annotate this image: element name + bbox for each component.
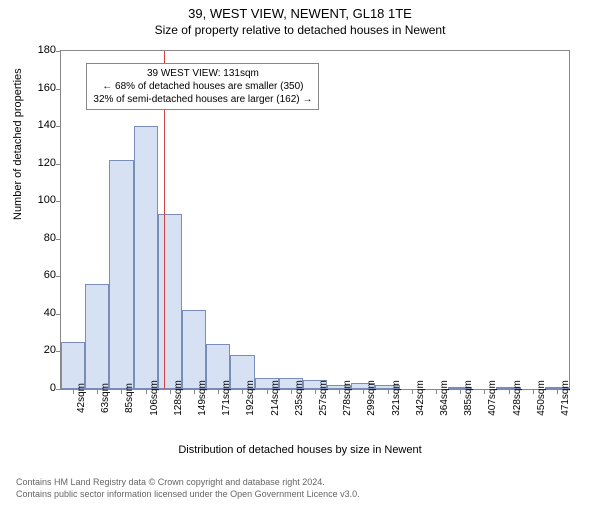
- annotation-line-1: 39 WEST VIEW: 131sqm: [93, 67, 312, 80]
- y-tick-mark: [56, 239, 61, 240]
- histogram-bar: [182, 310, 206, 389]
- y-tick-label: 140: [26, 119, 56, 131]
- y-tick-label: 160: [26, 82, 56, 94]
- x-tick-label: 450sqm: [536, 380, 547, 416]
- y-tick-label: 0: [26, 382, 56, 394]
- x-tick-label: 171sqm: [221, 380, 232, 416]
- x-tick-label: 342sqm: [415, 380, 426, 416]
- histogram-bar: [109, 160, 133, 389]
- x-tick-label: 299sqm: [366, 380, 377, 416]
- x-tick-mark: [363, 389, 364, 394]
- x-tick-mark: [218, 389, 219, 394]
- x-tick-label: 321sqm: [391, 380, 402, 416]
- x-tick-mark: [73, 389, 74, 394]
- x-tick-label: 192sqm: [245, 380, 256, 416]
- y-tick-label: 120: [26, 157, 56, 169]
- y-tick-label: 40: [26, 307, 56, 319]
- chart-title-main: 39, WEST VIEW, NEWENT, GL18 1TE: [0, 6, 600, 21]
- plot-area: 39 WEST VIEW: 131sqm ← 68% of detached h…: [60, 50, 570, 390]
- annotation-box: 39 WEST VIEW: 131sqm ← 68% of detached h…: [86, 63, 319, 110]
- y-tick-label: 20: [26, 344, 56, 356]
- x-tick-label: 149sqm: [197, 380, 208, 416]
- x-tick-mark: [146, 389, 147, 394]
- x-tick-mark: [242, 389, 243, 394]
- x-tick-mark: [509, 389, 510, 394]
- histogram-bar: [61, 342, 85, 389]
- footer-attribution: Contains HM Land Registry data © Crown c…: [16, 476, 360, 500]
- x-tick-label: 85sqm: [124, 383, 135, 413]
- x-tick-label: 106sqm: [149, 380, 160, 416]
- x-tick-label: 128sqm: [173, 380, 184, 416]
- x-tick-mark: [97, 389, 98, 394]
- x-tick-label: 257sqm: [318, 380, 329, 416]
- x-tick-mark: [339, 389, 340, 394]
- x-tick-mark: [412, 389, 413, 394]
- x-tick-label: 364sqm: [439, 380, 450, 416]
- x-tick-mark: [460, 389, 461, 394]
- x-tick-label: 63sqm: [100, 383, 111, 413]
- x-axis-label: Distribution of detached houses by size …: [0, 444, 600, 456]
- footer-line-2: Contains public sector information licen…: [16, 488, 360, 500]
- y-tick-label: 80: [26, 232, 56, 244]
- y-tick-mark: [56, 164, 61, 165]
- x-tick-mark: [170, 389, 171, 394]
- x-tick-label: 42sqm: [76, 383, 87, 413]
- y-tick-mark: [56, 276, 61, 277]
- x-tick-mark: [315, 389, 316, 394]
- y-tick-mark: [56, 51, 61, 52]
- x-tick-label: 471sqm: [560, 380, 571, 416]
- y-tick-mark: [56, 126, 61, 127]
- y-tick-mark: [56, 201, 61, 202]
- y-tick-mark: [56, 351, 61, 352]
- y-tick-mark: [56, 314, 61, 315]
- histogram-bar: [158, 214, 182, 389]
- annotation-line-3: 32% of semi-detached houses are larger (…: [93, 93, 312, 106]
- x-tick-label: 407sqm: [487, 380, 498, 416]
- y-tick-label: 100: [26, 194, 56, 206]
- x-tick-label: 428sqm: [512, 380, 523, 416]
- x-tick-mark: [194, 389, 195, 394]
- x-tick-label: 214sqm: [270, 380, 281, 416]
- x-tick-mark: [267, 389, 268, 394]
- x-tick-mark: [291, 389, 292, 394]
- x-tick-mark: [557, 389, 558, 394]
- y-tick-mark: [56, 89, 61, 90]
- y-tick-label: 180: [26, 44, 56, 56]
- histogram-bar: [85, 284, 109, 389]
- histogram-bar: [134, 126, 158, 389]
- x-tick-mark: [436, 389, 437, 394]
- annotation-line-2: ← 68% of detached houses are smaller (35…: [93, 80, 312, 93]
- footer-line-1: Contains HM Land Registry data © Crown c…: [16, 476, 360, 488]
- chart-container: 39, WEST VIEW, NEWENT, GL18 1TE Size of …: [0, 6, 600, 506]
- y-tick-label: 60: [26, 269, 56, 281]
- x-tick-mark: [121, 389, 122, 394]
- x-tick-label: 278sqm: [342, 380, 353, 416]
- y-axis-label: Number of detached properties: [12, 68, 24, 220]
- x-tick-mark: [388, 389, 389, 394]
- x-tick-mark: [484, 389, 485, 394]
- x-tick-mark: [533, 389, 534, 394]
- x-tick-label: 235sqm: [294, 380, 305, 416]
- chart-title-sub: Size of property relative to detached ho…: [0, 23, 600, 37]
- y-tick-mark: [56, 389, 61, 390]
- x-tick-label: 385sqm: [463, 380, 474, 416]
